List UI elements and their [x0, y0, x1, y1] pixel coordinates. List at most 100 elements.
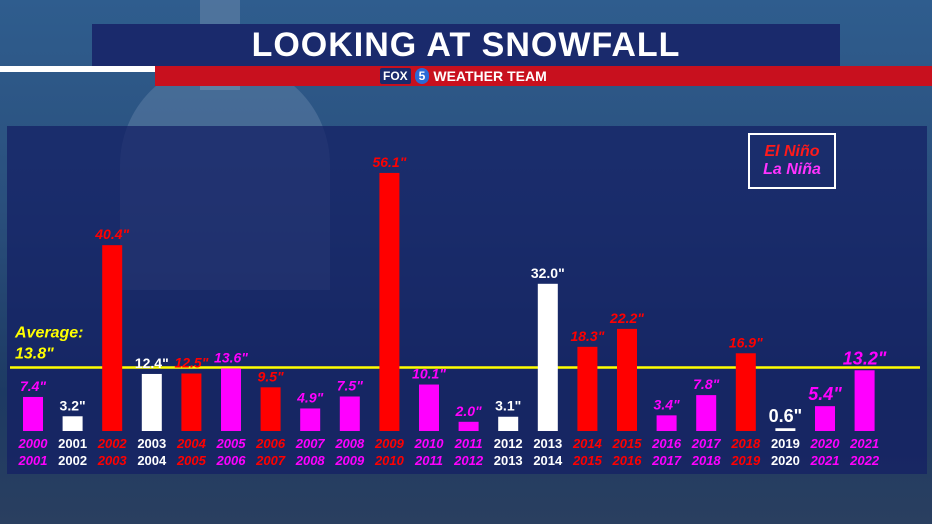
- bar-2005-2006: [221, 368, 241, 431]
- tick-label-start-2019: 2019: [771, 436, 800, 451]
- tick-label-start-2006: 2006: [255, 436, 286, 451]
- bar-2013-2014: [537, 283, 558, 431]
- tick-label-start-2003: 2003: [137, 436, 166, 451]
- tick-label-end-2004: 2004: [137, 453, 167, 468]
- tick-label-end-2016: 2016: [612, 453, 643, 468]
- tick-label-start-2014: 2014: [572, 436, 603, 451]
- tick-label-start-2001: 2001: [58, 436, 87, 451]
- data-label-2009: 56.1": [372, 154, 406, 170]
- tick-label-end-2020: 2020: [771, 453, 800, 468]
- bar-2015-2016: [617, 328, 637, 431]
- bar-2020-2021: [815, 406, 835, 431]
- data-label-2017: 7.8": [693, 376, 719, 392]
- tick-label-end-2014: 2014: [533, 453, 563, 468]
- bar-2021-2022: [854, 370, 875, 431]
- tick-label-start-2015: 2015: [612, 436, 643, 451]
- tick-label-start-2021: 2021: [849, 436, 879, 451]
- data-label-2002: 40.4": [94, 226, 129, 242]
- tick-label-end-2013: 2013: [494, 453, 523, 468]
- tick-label-start-2007: 2007: [295, 436, 326, 451]
- brand-weather: WEATHER: [433, 68, 504, 84]
- tick-label-end-2018: 2018: [691, 453, 722, 468]
- tick-label-start-2004: 2004: [176, 436, 207, 451]
- bar-2019-2020: [775, 428, 796, 431]
- tick-label-start-2002: 2002: [97, 436, 128, 451]
- tick-label-end-2017: 2017: [651, 453, 682, 468]
- tick-label-start-2010: 2010: [414, 436, 445, 451]
- tick-label-end-2010: 2010: [374, 453, 405, 468]
- chart-legend: El Niño La Niña: [748, 133, 836, 189]
- legend-la-nina: La Niña: [763, 161, 821, 178]
- average-label: Average:: [14, 325, 83, 342]
- brand-five: 5: [414, 68, 430, 84]
- tick-label-end-2011: 2011: [414, 453, 443, 468]
- brand-logo: FOX 5 WEATHER TEAM: [380, 67, 547, 85]
- bar-2000-2001: [23, 396, 43, 431]
- data-label-2016: 3.4": [654, 396, 680, 412]
- tick-label-start-2012: 2012: [494, 436, 523, 451]
- tick-label-start-2011: 2011: [454, 436, 483, 451]
- bar-2007-2008: [300, 408, 321, 431]
- data-label-2001: 3.2": [60, 397, 86, 413]
- data-label-2021: 13.2": [843, 348, 887, 368]
- tick-label-start-2017: 2017: [691, 436, 722, 451]
- bar-2011-2012: [458, 421, 479, 431]
- data-label-2011: 2.0": [455, 403, 482, 419]
- bar-2014-2015: [577, 346, 598, 431]
- bar-2006-2007: [260, 387, 281, 431]
- tick-label-end-2008: 2008: [295, 453, 326, 468]
- accent-stripe: [0, 66, 160, 72]
- tick-label-end-2003: 2003: [97, 453, 128, 468]
- data-label-2007: 4.9": [296, 389, 323, 405]
- data-label-2015: 22.2": [609, 310, 644, 326]
- bar-2001-2002: [62, 416, 83, 431]
- tick-label-start-2018: 2018: [730, 436, 761, 451]
- tick-label-end-2022: 2022: [849, 453, 880, 468]
- brand-team: TEAM: [507, 68, 547, 84]
- tick-label-end-2002: 2002: [58, 453, 87, 468]
- data-label-2004: 12.5": [174, 355, 208, 371]
- tick-label-end-2015: 2015: [572, 453, 603, 468]
- data-label-2014: 18.3": [570, 328, 604, 344]
- bar-2016-2017: [656, 415, 677, 431]
- tick-label-start-2000: 2000: [18, 436, 49, 451]
- data-label-2010: 10.1": [412, 366, 446, 382]
- bar-2010-2011: [419, 384, 439, 431]
- data-label-2008: 7.5": [337, 378, 363, 394]
- tick-label-start-2016: 2016: [651, 436, 682, 451]
- tick-label-end-2007: 2007: [255, 453, 286, 468]
- bar-2018-2019: [735, 353, 756, 431]
- data-label-2003: 12.4": [135, 355, 169, 371]
- data-label-2020: 5.4": [808, 384, 842, 404]
- tick-label-start-2005: 2005: [216, 436, 247, 451]
- bar-2002-2003: [102, 245, 123, 431]
- tick-label-start-2008: 2008: [334, 436, 365, 451]
- tick-label-start-2013: 2013: [533, 436, 562, 451]
- tick-label-end-2006: 2006: [216, 453, 247, 468]
- tick-label-end-2009: 2009: [334, 453, 365, 468]
- title-bar: LOOKING AT SNOWFALL: [92, 24, 840, 66]
- bar-2009-2010: [379, 172, 400, 431]
- data-label-2000: 7.4": [20, 378, 46, 394]
- bar-2017-2018: [696, 395, 717, 431]
- tick-label-end-2012: 2012: [453, 453, 484, 468]
- data-label-2012: 3.1": [495, 398, 521, 414]
- brand-fox: FOX: [380, 68, 411, 84]
- data-label-2018: 16.9": [729, 334, 763, 350]
- data-label-2019: 0.6": [769, 406, 803, 426]
- data-label-2005: 13.6": [214, 349, 248, 365]
- legend-el-nino: El Niño: [764, 143, 820, 160]
- tick-label-end-2019: 2019: [730, 453, 761, 468]
- brand-bar: [155, 66, 932, 86]
- data-label-2006: 9.5": [258, 368, 284, 384]
- tick-label-start-2020: 2020: [810, 436, 841, 451]
- tick-label-start-2009: 2009: [374, 436, 405, 451]
- bar-2003-2004: [141, 373, 162, 431]
- bar-2012-2013: [498, 416, 519, 431]
- tick-label-end-2005: 2005: [176, 453, 207, 468]
- bar-2008-2009: [339, 396, 360, 431]
- tick-label-end-2001: 2001: [18, 453, 48, 468]
- average-value: 13.8": [15, 346, 54, 363]
- tick-label-end-2021: 2021: [810, 453, 840, 468]
